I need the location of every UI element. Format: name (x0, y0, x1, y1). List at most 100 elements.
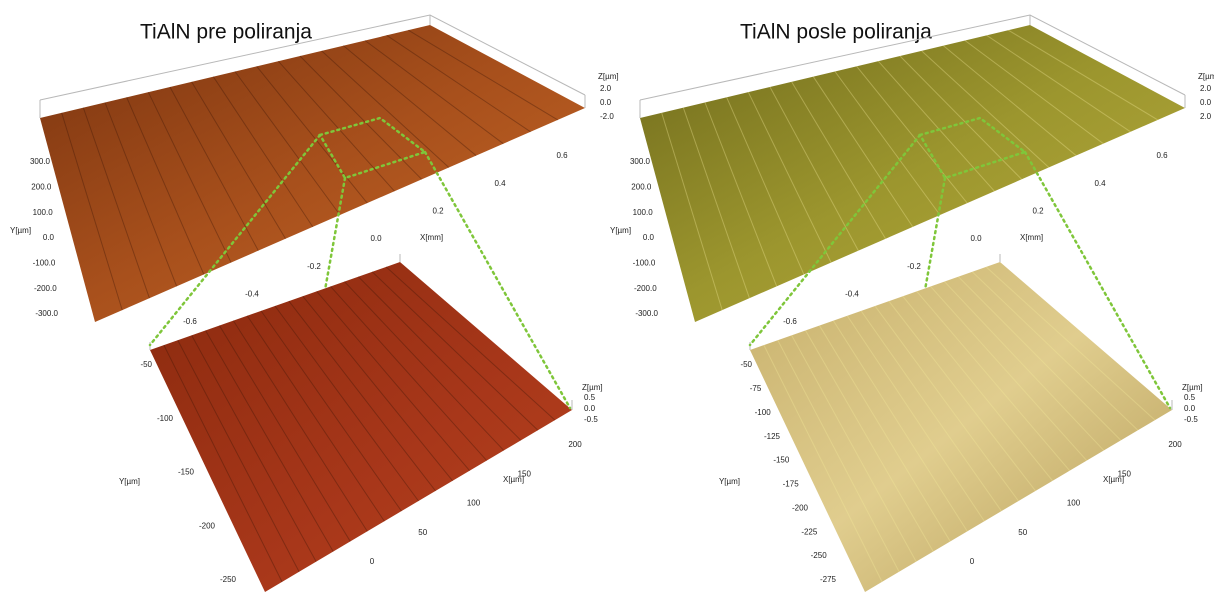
tick-label: -150 (178, 468, 195, 477)
tick-label: -250 (811, 551, 828, 560)
surface-stripe (812, 76, 914, 228)
surface-stripe (212, 76, 314, 228)
surface-stripe (791, 335, 917, 562)
tick-label: -100 (157, 414, 174, 423)
tick-label: 0.6 (556, 151, 568, 160)
surface-stripe (277, 60, 395, 192)
surface-stripe (219, 325, 351, 542)
surface-stripe (408, 29, 559, 121)
z-axis-title: Z[µm] (1182, 383, 1203, 392)
tick-label: 200.0 (31, 182, 52, 191)
z-axis-title: Z[µm] (598, 72, 619, 81)
tick-label: 2.0 (1200, 112, 1212, 121)
surface-stripe (357, 276, 522, 441)
surface-stripe (316, 291, 471, 471)
tick-label: 50 (418, 528, 427, 537)
tick-label: 0.0 (1184, 404, 1196, 413)
surface-stripe (763, 344, 883, 583)
surface-stripe (177, 339, 300, 573)
surface-stripe (769, 86, 859, 251)
surface-stripe (985, 266, 1156, 421)
tick-label: 100.0 (633, 208, 654, 217)
surface-stripe (902, 295, 1053, 482)
y-axis-title: Y[µm] (719, 477, 740, 486)
tick-label: 0.0 (1200, 98, 1212, 107)
tick-label: -250 (220, 575, 237, 584)
x-axis-title: X[mm] (420, 233, 443, 242)
surface-stripe (61, 112, 123, 311)
surface-stripe (834, 71, 941, 216)
tick-label: -125 (764, 432, 781, 441)
surface-stripe (330, 286, 488, 461)
surface-stripe (147, 91, 232, 263)
tick-label: -275 (820, 575, 837, 584)
surface-stripe (234, 71, 341, 216)
tick-label: -150 (773, 456, 790, 465)
tick-label: -200 (199, 521, 216, 530)
surface-stripe (819, 325, 951, 542)
tick-label: 0.5 (584, 393, 596, 402)
z-axis-title: Z[µm] (582, 383, 603, 392)
surface-stripe (846, 315, 985, 522)
tick-label: 0.4 (1094, 179, 1106, 188)
surface-stripe (169, 86, 259, 251)
surface-stripe (246, 315, 385, 522)
tick-label: 0 (970, 557, 975, 566)
tick-label: -175 (783, 480, 800, 489)
surface (40, 25, 585, 322)
z-axis-title: Z[µm] (1198, 72, 1214, 81)
tick-label: -2.0 (600, 112, 614, 121)
panel-title: TiAlN pre poliranja (140, 21, 312, 44)
tick-label: 0.6 (1156, 151, 1168, 160)
surface-stripe (82, 107, 150, 299)
tick-label: 0.0 (970, 234, 982, 243)
surface-stripe (288, 300, 436, 492)
surface-stripe (343, 45, 477, 156)
tick-label: 100.0 (33, 208, 54, 217)
surface-stripe (964, 40, 1104, 145)
tick-label: -100.0 (33, 258, 56, 267)
surface (640, 25, 1185, 322)
surface-stripe (944, 281, 1105, 451)
surface-stripe (371, 271, 539, 431)
tick-label: -300.0 (635, 309, 658, 318)
surface-stripe (704, 102, 778, 287)
tick-label: 200.0 (631, 182, 652, 191)
tick-label: -0.4 (845, 289, 859, 298)
surface-stripe (930, 286, 1088, 461)
panel-title: TiAlN posle poliranja (740, 21, 932, 44)
tick-label: -200.0 (34, 284, 57, 293)
tick-label: 150 (518, 469, 532, 478)
surface-stripe (344, 281, 505, 451)
y-axis-title: Y[µm] (10, 226, 31, 235)
tick-label: -0.5 (584, 415, 598, 424)
tick-label: -0.5 (1184, 415, 1198, 424)
surface-stripe (256, 66, 368, 204)
y-axis-title: Y[µm] (610, 226, 631, 235)
tick-label: 2.0 (1200, 84, 1212, 93)
surface-stripe (888, 300, 1036, 492)
surface-stripe (104, 102, 178, 287)
surface-stripe (163, 344, 283, 583)
surface-stripe (856, 66, 968, 204)
tick-label: 200 (568, 440, 582, 449)
tick-label: -50 (740, 360, 752, 369)
tick-label: -300.0 (35, 309, 58, 318)
tick-label: -100 (755, 408, 772, 417)
tick-label: -100.0 (633, 258, 656, 267)
surface-stripe (302, 295, 453, 482)
surface-stripe (832, 320, 968, 532)
surface-stripe (321, 50, 450, 168)
tick-label: 100 (467, 499, 481, 508)
surface-stripe (874, 305, 1019, 502)
surface-stripe (274, 305, 419, 502)
tick-label: 0 (370, 557, 375, 566)
zoom-connector (748, 133, 922, 347)
surface-stripe (986, 34, 1131, 133)
surface-stripe (805, 330, 934, 552)
surface-stripe (386, 34, 531, 133)
zoom-connector (323, 176, 347, 292)
tick-label: -0.2 (907, 262, 921, 271)
tick-label: -50 (140, 360, 152, 369)
surface-stripe (971, 271, 1139, 431)
